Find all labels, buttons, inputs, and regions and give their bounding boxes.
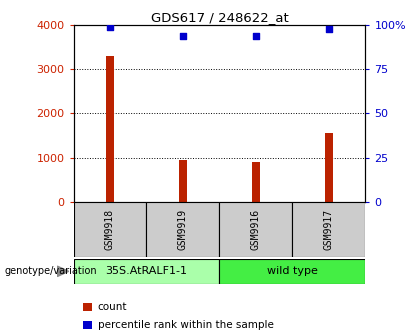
Title: GDS617 / 248622_at: GDS617 / 248622_at (151, 11, 288, 24)
Point (107, 24, 113, 30)
Text: count: count (98, 302, 127, 312)
Bar (325, 133, 333, 202)
Text: genotype/variation: genotype/variation (4, 266, 97, 276)
Point (326, 26, 332, 31)
Text: GSM9918: GSM9918 (105, 209, 115, 250)
Text: GSM9917: GSM9917 (324, 209, 334, 250)
Bar (220, 259, 365, 284)
Text: 35S.AtRALF1-1: 35S.AtRALF1-1 (105, 266, 187, 276)
Point (252, 33, 259, 39)
Bar (178, 160, 187, 202)
Text: GSM9916: GSM9916 (251, 209, 261, 250)
Bar (105, 56, 114, 202)
Polygon shape (58, 266, 69, 277)
Point (180, 33, 186, 39)
Text: GSM9919: GSM9919 (178, 209, 188, 250)
Bar (292, 202, 365, 257)
Bar (74, 202, 147, 257)
Text: percentile rank within the sample: percentile rank within the sample (98, 320, 274, 330)
Bar (147, 202, 220, 257)
Text: wild type: wild type (267, 266, 318, 276)
Bar (74, 259, 220, 284)
Bar (83, 322, 92, 329)
Bar (220, 202, 292, 257)
Bar (252, 162, 260, 202)
Bar (83, 303, 92, 310)
